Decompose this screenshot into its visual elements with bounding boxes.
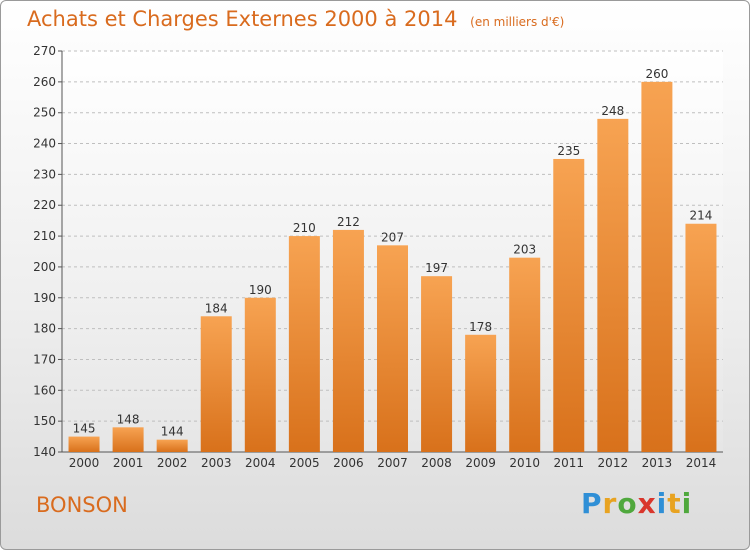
bar <box>597 118 629 452</box>
y-tick-label: 240 <box>33 137 56 151</box>
data-label: 260 <box>645 67 668 81</box>
data-label: 190 <box>249 283 272 297</box>
bar <box>685 223 717 452</box>
y-tick-label: 150 <box>33 414 56 428</box>
logo-letter: i <box>656 487 668 520</box>
bar <box>509 257 541 452</box>
chart-title-text: Achats et Charges Externes 2000 à 2014 <box>27 7 458 31</box>
x-tick-label: 2013 <box>642 456 673 470</box>
y-tick-label: 230 <box>33 167 56 181</box>
logo-letter: i <box>681 487 693 520</box>
data-label: 248 <box>601 104 624 118</box>
proxiti-logo: Proxiti <box>581 487 692 520</box>
data-label: 207 <box>381 230 404 244</box>
x-tick-label: 2001 <box>113 456 144 470</box>
data-label: 235 <box>557 144 580 158</box>
x-tick-label: 2004 <box>245 456 276 470</box>
logo-letter: r <box>602 487 618 520</box>
bar <box>377 245 408 452</box>
location-name: BONSON <box>36 493 128 517</box>
y-tick-label: 260 <box>33 75 56 89</box>
x-tick-label: 2011 <box>553 456 584 470</box>
chart-subtitle: (en milliers d'€) <box>470 15 565 29</box>
y-tick-label: 270 <box>33 44 56 58</box>
x-tick-label: 2009 <box>465 456 496 470</box>
y-tick-label: 160 <box>33 383 56 397</box>
bar <box>244 297 276 452</box>
bar <box>553 158 585 452</box>
x-tick-label: 2010 <box>509 456 540 470</box>
y-tick-label: 220 <box>33 198 56 212</box>
y-tick-label: 210 <box>33 229 56 243</box>
bar <box>332 229 364 452</box>
data-label: 203 <box>513 243 536 257</box>
logo-letter: t <box>667 487 682 520</box>
x-tick-label: 2006 <box>333 456 364 470</box>
x-tick-label: 2003 <box>201 456 232 470</box>
y-tick-label: 250 <box>33 106 56 120</box>
data-label: 212 <box>337 215 360 229</box>
data-label: 148 <box>117 412 140 426</box>
chart-title: Achats et Charges Externes 2000 à 2014 (… <box>27 7 564 31</box>
bar <box>641 81 673 452</box>
data-label: 210 <box>293 221 316 235</box>
x-tick-label: 2002 <box>157 456 188 470</box>
bar <box>421 276 453 452</box>
logo-letter: x <box>637 487 657 520</box>
y-tick-label: 140 <box>33 445 56 459</box>
data-label: 144 <box>161 425 184 439</box>
data-label: 178 <box>469 320 492 334</box>
logo-letter: o <box>617 487 638 520</box>
bar <box>288 236 320 452</box>
data-label: 184 <box>205 301 228 315</box>
y-tick-label: 200 <box>33 260 56 274</box>
bar <box>465 334 497 452</box>
bar <box>200 316 232 452</box>
x-tick-label: 2005 <box>289 456 320 470</box>
x-tick-label: 2008 <box>421 456 452 470</box>
data-label: 214 <box>690 209 713 223</box>
y-tick-label: 190 <box>33 291 56 305</box>
x-tick-label: 2007 <box>377 456 408 470</box>
bar <box>68 436 100 452</box>
x-tick-label: 2014 <box>686 456 717 470</box>
y-tick-label: 170 <box>33 352 56 366</box>
x-tick-label: 2000 <box>69 456 100 470</box>
bar <box>112 427 144 452</box>
x-tick-label: 2012 <box>598 456 629 470</box>
logo-letter: P <box>581 487 603 520</box>
data-label: 145 <box>73 422 96 436</box>
bar <box>156 439 188 452</box>
data-label: 197 <box>425 261 448 275</box>
y-tick-label: 180 <box>33 322 56 336</box>
